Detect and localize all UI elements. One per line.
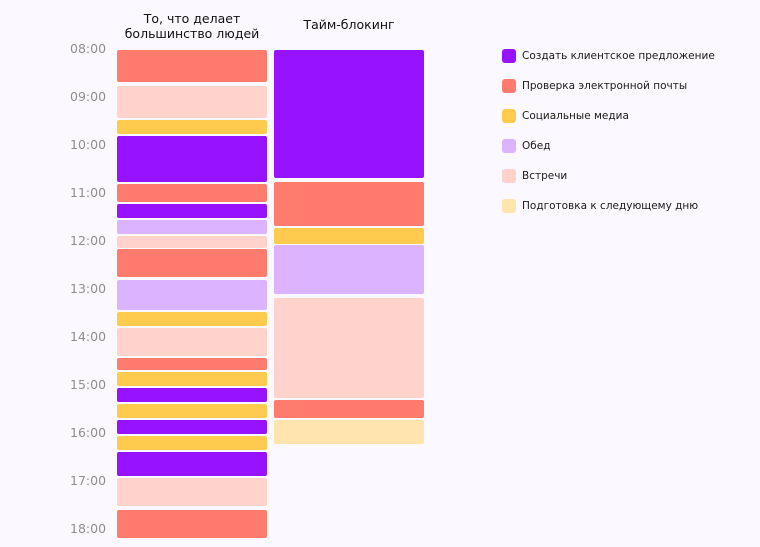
column-title-left: То, что делает большинство людей <box>124 11 260 41</box>
legend-swatch <box>502 109 516 123</box>
time-block-meetings <box>117 86 267 118</box>
time-block-meetings <box>117 235 267 248</box>
schedule-column-most-people <box>117 0 267 547</box>
time-block-social <box>117 403 267 418</box>
time-block-social <box>117 312 267 326</box>
column-title-right: Тайм-блокинг <box>303 17 395 32</box>
legend-item-email: Проверка электронной почты <box>502 77 752 95</box>
time-block-email <box>274 182 424 226</box>
time-label: 15:00 <box>70 377 107 392</box>
legend-label: Подготовка к следующему дню <box>522 200 699 212</box>
time-block-prep <box>274 420 424 444</box>
time-block-email <box>117 358 267 370</box>
legend-swatch <box>502 79 516 93</box>
legend-label: Социальные медиа <box>522 110 629 122</box>
time-label: 16:00 <box>70 425 107 440</box>
time-block-email <box>117 50 267 82</box>
time-label: 13:00 <box>70 281 107 296</box>
time-block-proposal <box>117 387 267 402</box>
legend-item-lunch: Обед <box>502 137 752 155</box>
time-label: 08:00 <box>70 41 107 56</box>
time-label: 14:00 <box>70 329 107 344</box>
time-block-social <box>117 119 267 134</box>
legend-swatch <box>502 49 516 63</box>
legend-label: Встречи <box>522 170 568 182</box>
legend-swatch <box>502 139 516 153</box>
legend-label: Создать клиентское предложение <box>522 50 715 62</box>
time-block-meetings <box>117 478 267 506</box>
time-block-lunch <box>117 219 267 234</box>
time-block-email <box>117 249 267 278</box>
time-block-social <box>274 227 424 244</box>
time-block-meetings <box>274 298 424 398</box>
time-block-proposal <box>274 50 424 178</box>
legend-swatch <box>502 199 516 213</box>
time-label: 12:00 <box>70 233 107 248</box>
time-block-email <box>117 184 267 202</box>
time-block-lunch <box>274 245 424 294</box>
time-block-proposal <box>117 451 267 476</box>
time-label: 09:00 <box>70 89 107 104</box>
legend-item-proposal: Создать клиентское предложение <box>502 47 752 65</box>
time-label: 11:00 <box>70 185 107 200</box>
legend-label: Проверка электронной почты <box>522 80 688 92</box>
time-block-email <box>274 400 424 418</box>
time-block-proposal <box>117 135 267 182</box>
legend-label: Обед <box>522 140 551 152</box>
time-block-meetings <box>117 328 267 356</box>
legend-item-meetings: Встречи <box>502 167 752 185</box>
legend-swatch <box>502 169 516 183</box>
time-label: 18:00 <box>70 521 107 536</box>
time-block-social <box>117 372 267 386</box>
legend-item-prep: Подготовка к следующему дню <box>502 197 752 215</box>
time-block-proposal <box>117 419 267 434</box>
schedule-column-time-blocking <box>274 0 424 547</box>
legend-item-social: Социальные медиа <box>502 107 752 125</box>
time-block-social <box>117 435 267 450</box>
time-block-proposal <box>117 203 267 218</box>
time-block-email <box>117 510 267 538</box>
time-label: 10:00 <box>70 137 107 152</box>
time-block-lunch <box>117 279 267 310</box>
time-label: 17:00 <box>70 473 107 488</box>
